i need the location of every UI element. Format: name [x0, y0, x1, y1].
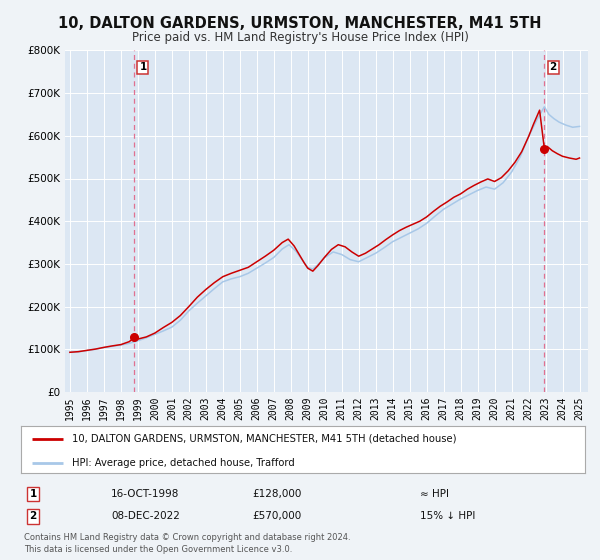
Text: 16-OCT-1998: 16-OCT-1998	[111, 489, 179, 499]
Text: Price paid vs. HM Land Registry's House Price Index (HPI): Price paid vs. HM Land Registry's House …	[131, 31, 469, 44]
Text: ≈ HPI: ≈ HPI	[420, 489, 449, 499]
Text: 10, DALTON GARDENS, URMSTON, MANCHESTER, M41 5TH (detached house): 10, DALTON GARDENS, URMSTON, MANCHESTER,…	[72, 434, 456, 444]
Text: £570,000: £570,000	[252, 511, 301, 521]
Text: 1: 1	[29, 489, 37, 499]
Text: 1: 1	[139, 63, 146, 72]
Text: £128,000: £128,000	[252, 489, 301, 499]
Text: 10, DALTON GARDENS, URMSTON, MANCHESTER, M41 5TH: 10, DALTON GARDENS, URMSTON, MANCHESTER,…	[58, 16, 542, 31]
Text: This data is licensed under the Open Government Licence v3.0.: This data is licensed under the Open Gov…	[24, 545, 292, 554]
Text: 15% ↓ HPI: 15% ↓ HPI	[420, 511, 475, 521]
Text: 08-DEC-2022: 08-DEC-2022	[111, 511, 180, 521]
Text: 2: 2	[29, 511, 37, 521]
Text: Contains HM Land Registry data © Crown copyright and database right 2024.: Contains HM Land Registry data © Crown c…	[24, 533, 350, 542]
Text: 2: 2	[550, 63, 557, 72]
Text: HPI: Average price, detached house, Trafford: HPI: Average price, detached house, Traf…	[72, 458, 295, 468]
